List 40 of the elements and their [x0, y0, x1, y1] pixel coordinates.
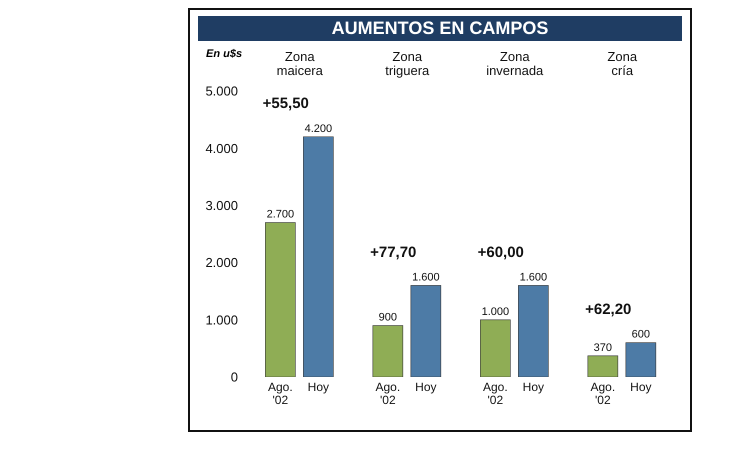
x-tick-label: Zona maicera [276, 49, 324, 78]
data-label: 2.700 [266, 208, 294, 221]
y-tick-label: 5.000 [205, 84, 238, 99]
x-tick-label: Zona triguera [385, 49, 430, 78]
chart-title: AUMENTOS EN CAMPOS [198, 16, 682, 41]
y-tick-label: 2.000 [205, 255, 238, 270]
text: Ago. '02 [483, 380, 508, 407]
data-label: 1.600 [412, 271, 440, 284]
bar [265, 222, 296, 377]
data-label: 1.000 [482, 306, 510, 318]
bar [588, 356, 618, 377]
bar [303, 136, 334, 377]
data-label: 600 [632, 328, 650, 341]
series-label: Ago. '02 [268, 380, 293, 407]
data-label: 4.200 [304, 122, 332, 135]
bar [480, 320, 511, 377]
y-tick-label: 4.000 [205, 140, 238, 156]
y-tick-label: 0 [230, 370, 238, 385]
data-label: 900 [378, 312, 398, 324]
text: Hoy [415, 380, 437, 394]
data-label: 370 [594, 342, 612, 354]
text: Hoy [522, 380, 544, 394]
y-tick-label: 1.000 [205, 312, 238, 328]
annotation: +77,70 [370, 244, 416, 261]
x-tick-label: Zona invernada [486, 49, 544, 78]
data-label: 1.600 [520, 271, 548, 284]
text: Ago. '02 [376, 380, 400, 407]
annotation: +62,20 [585, 301, 632, 318]
bar [626, 342, 656, 377]
text: Hoy [630, 380, 652, 394]
text: Ago. '02 [590, 380, 616, 407]
bar [410, 285, 442, 377]
y-tick-label: 3.000 [205, 198, 238, 214]
series-label: Hoy [308, 380, 330, 394]
bar [372, 325, 404, 377]
x-tick-label: Zona cría [607, 49, 638, 78]
y-axis-title: En u$s [206, 48, 242, 60]
bar [518, 285, 549, 377]
annotation: +60,00 [478, 244, 524, 261]
annotation: +55,50 [262, 95, 309, 112]
